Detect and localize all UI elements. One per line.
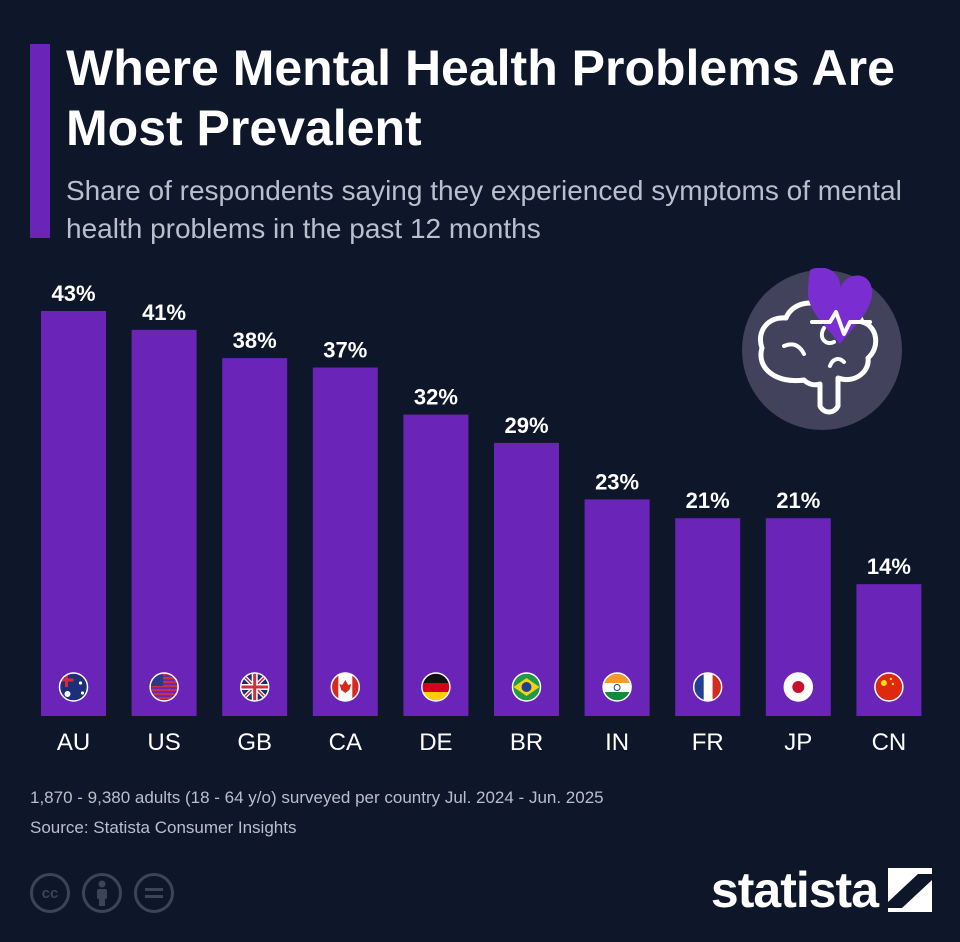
category-label: BR [510, 729, 543, 756]
australia-flag-icon [58, 672, 89, 702]
data-label: 21% [686, 488, 730, 513]
category-label: DE [419, 729, 452, 756]
brazil-flag-icon [511, 672, 542, 702]
category-label: US [147, 729, 180, 756]
data-label: 29% [504, 413, 548, 438]
chart-title: Where Mental Health Problems Are Most Pr… [66, 40, 895, 156]
category-label: GB [237, 729, 272, 756]
category-label: FR [692, 729, 724, 756]
statista-mark-icon [888, 868, 932, 912]
title-accent-bar [30, 44, 50, 238]
bar-ca [312, 367, 378, 716]
category-label: CA [329, 729, 362, 756]
bar-gb [222, 358, 288, 716]
data-label: 14% [867, 554, 911, 579]
data-label: 37% [323, 338, 367, 363]
source-note: Source: Statista Consumer Insights [30, 818, 297, 837]
category-label: IN [605, 729, 629, 756]
creative-commons-icon[interactable]: cc [30, 873, 70, 913]
data-label: 43% [51, 281, 95, 306]
bar-chart: 43% AU 41% US 38% GB 37% CA 32% DE 29% BR 23% IN 21% FR… [41, 281, 922, 756]
category-label: CN [872, 729, 907, 756]
survey-footnote: 1,870 - 9,380 adults (18 - 64 y/o) surve… [30, 788, 604, 807]
license-icons: cc [30, 873, 174, 915]
canada-flag-icon [330, 672, 361, 702]
data-label: 32% [414, 385, 458, 410]
china-flag-icon [874, 672, 904, 702]
attribution-icon[interactable] [82, 873, 122, 913]
data-label: 23% [595, 469, 639, 494]
bar-de [403, 414, 469, 716]
germany-flag-icon [421, 672, 451, 702]
chart-subtitle: Share of respondents saying they experie… [66, 175, 902, 244]
data-label: 41% [142, 300, 186, 325]
bar-br [494, 442, 559, 716]
category-label: AU [57, 729, 90, 756]
brain-heart-icon [742, 268, 902, 430]
france-flag-icon [692, 672, 723, 702]
data-label: 21% [776, 488, 820, 513]
data-label: 38% [233, 328, 277, 353]
brand-name: statista [710, 862, 879, 918]
japan-flag-icon [783, 672, 814, 702]
india-flag-icon [602, 672, 632, 702]
category-label: JP [784, 729, 812, 756]
bar-us [131, 329, 197, 716]
statista-logo[interactable]: statista [711, 862, 932, 918]
united-kingdom-flag-icon [239, 672, 270, 702]
bar-au [41, 311, 106, 716]
no-derivatives-icon[interactable] [134, 873, 174, 913]
